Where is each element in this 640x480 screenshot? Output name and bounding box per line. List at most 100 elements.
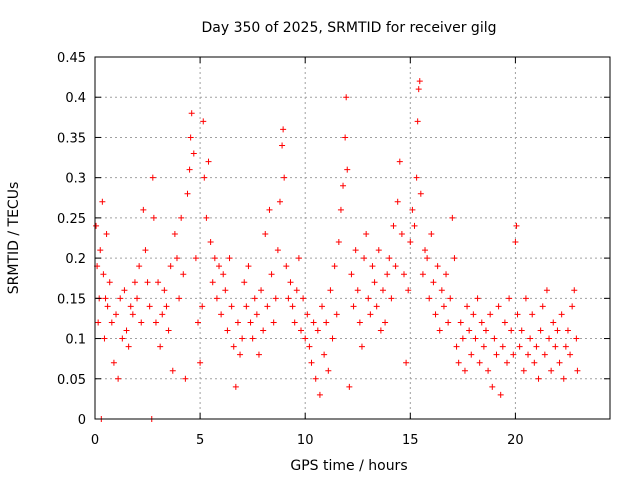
data-point [401, 271, 407, 278]
data-point [472, 335, 479, 342]
data-point [325, 367, 332, 374]
data-point [495, 303, 502, 310]
data-point [101, 335, 108, 342]
data-point [573, 335, 580, 342]
data-point [110, 359, 117, 366]
data-point [195, 319, 201, 326]
data-point [99, 198, 106, 205]
data-point [220, 271, 227, 278]
data-point [569, 303, 576, 310]
data-point [279, 142, 286, 149]
data-point [134, 295, 141, 302]
data-point [283, 263, 290, 270]
data-point [356, 319, 363, 326]
plot-frame [94, 56, 611, 420]
data-point [520, 367, 527, 374]
data-point [407, 239, 414, 246]
data-point [165, 327, 172, 334]
data-point [93, 222, 100, 229]
data-point [377, 327, 384, 334]
data-point [310, 319, 317, 326]
y-tick-label: 0 [78, 413, 86, 428]
data-point [287, 279, 294, 286]
data-point [457, 319, 464, 326]
y-tick-label: 0.15 [57, 292, 86, 307]
data-point [512, 239, 519, 246]
data-point [249, 335, 256, 342]
data-point [197, 359, 204, 366]
data-point [409, 206, 416, 213]
data-point [146, 303, 153, 310]
data-point [539, 303, 546, 310]
data-point [533, 343, 540, 350]
data-point [548, 367, 555, 374]
data-point [237, 351, 244, 358]
data-point [522, 295, 529, 302]
data-point [119, 335, 126, 342]
data-point [501, 319, 508, 326]
data-point [155, 279, 162, 286]
data-point [289, 303, 296, 310]
data-point [413, 174, 420, 181]
data-point [552, 343, 559, 350]
data-point [180, 271, 187, 278]
data-point [264, 303, 271, 310]
x-tick-label: 10 [297, 433, 314, 448]
data-point [136, 263, 143, 270]
data-point [416, 78, 423, 85]
y-tick-label: 0.35 [57, 131, 86, 146]
data-point [382, 319, 389, 326]
data-point [461, 367, 468, 374]
data-point [417, 190, 424, 197]
data-point [100, 271, 107, 278]
chart-title: Day 350 of 2025, SRMTID for receiver gil… [202, 20, 497, 36]
data-point [176, 295, 183, 302]
data-point [470, 311, 477, 318]
data-point [346, 383, 353, 390]
data-point [451, 255, 458, 262]
data-point [138, 319, 145, 326]
data-point [390, 222, 397, 229]
data-point [201, 174, 208, 181]
axis-ticks [94, 56, 610, 420]
data-point [295, 255, 302, 262]
data-point [117, 295, 124, 302]
data-point [342, 134, 349, 141]
data-point [280, 126, 287, 133]
data-point [121, 287, 128, 294]
data-point [432, 311, 439, 318]
data-point [415, 86, 422, 93]
data-point [489, 383, 496, 390]
data-point [306, 343, 313, 350]
data-point [546, 335, 553, 342]
data-point [392, 263, 399, 270]
data-point [394, 198, 401, 205]
data-point [567, 351, 574, 358]
data-point [255, 351, 262, 358]
data-point [556, 359, 563, 366]
data-point [163, 303, 170, 310]
data-point [371, 279, 378, 286]
data-point [149, 174, 156, 181]
data-point [167, 263, 174, 270]
data-point [537, 327, 544, 334]
data-point [419, 271, 426, 278]
data-point [422, 247, 429, 254]
data-point [187, 134, 194, 141]
data-point [514, 311, 521, 318]
data-point [159, 311, 166, 318]
data-point [251, 295, 258, 302]
data-point [363, 230, 370, 237]
data-point [222, 287, 229, 294]
data-point [323, 319, 330, 326]
data-point [281, 174, 288, 181]
data-point [529, 311, 536, 318]
data-point [474, 295, 481, 302]
data-point [331, 263, 338, 270]
data-point [449, 214, 456, 221]
data-point [199, 303, 206, 310]
data-point [571, 287, 578, 294]
data-point [270, 319, 277, 326]
data-point [178, 214, 185, 221]
